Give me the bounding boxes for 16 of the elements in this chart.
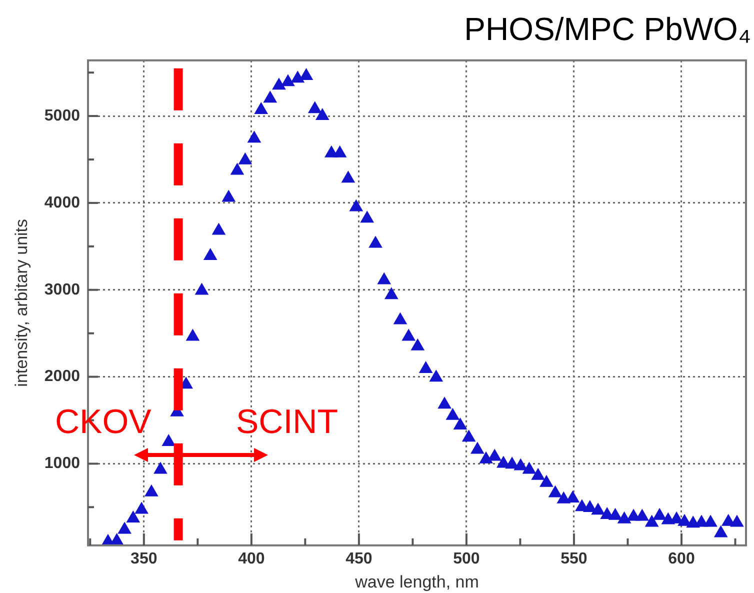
chart-title: PHOS/MPC PbWO₄ [464, 11, 751, 48]
x-tick-label: 500 [453, 550, 480, 568]
annotation: CKOV [55, 403, 152, 442]
y-axis-title: intensity, arbitary units [12, 218, 31, 387]
y-tick-label: 3000 [44, 281, 80, 298]
y-tick-label: 5000 [44, 107, 80, 124]
y-tick-label: 2000 [44, 368, 80, 386]
x-tick-label: 350 [130, 550, 158, 568]
x-tick-label: 550 [560, 550, 588, 568]
x-tick-label: 600 [668, 550, 695, 568]
x-tick-label: 400 [238, 550, 265, 568]
y-tick-label: 4000 [44, 194, 80, 212]
annotation: SCINT [236, 403, 338, 442]
x-tick-label: 450 [346, 550, 372, 568]
y-tick-label: 1000 [44, 455, 80, 472]
x-axis-title: wave length, nm [354, 572, 479, 592]
